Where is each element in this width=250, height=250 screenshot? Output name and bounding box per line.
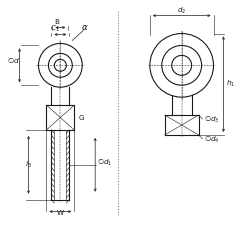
Text: G: G (78, 114, 84, 120)
Text: $C_1$: $C_1$ (50, 24, 59, 34)
Text: $\alpha$: $\alpha$ (82, 23, 89, 32)
Text: $d_2$: $d_2$ (177, 6, 186, 16)
Text: $\varnothing d_1$: $\varnothing d_1$ (97, 157, 113, 168)
Text: $h_1$: $h_1$ (226, 79, 236, 89)
Text: W: W (57, 210, 64, 216)
Text: $\varnothing d_4$: $\varnothing d_4$ (204, 133, 219, 144)
Text: B: B (54, 18, 59, 24)
Text: $l_3$: $l_3$ (25, 160, 32, 170)
Text: $\varnothing d_3$: $\varnothing d_3$ (204, 114, 219, 125)
Text: $\varnothing d$: $\varnothing d$ (7, 55, 20, 65)
